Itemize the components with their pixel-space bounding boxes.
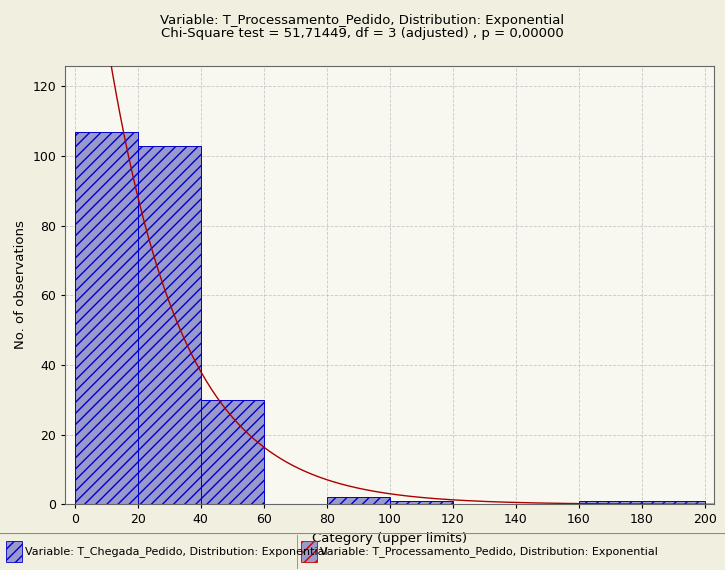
Bar xyxy=(579,501,642,504)
Bar xyxy=(390,501,452,504)
Text: Variable: T_Processamento_Pedido, Distribution: Exponential: Variable: T_Processamento_Pedido, Distri… xyxy=(320,546,658,557)
Bar xyxy=(6,542,22,562)
Y-axis label: No. of observations: No. of observations xyxy=(14,221,27,349)
Bar xyxy=(201,400,264,504)
Text: Variable: T_Chegada_Pedido, Distribution: Exponential: Variable: T_Chegada_Pedido, Distribution… xyxy=(25,546,327,557)
Text: Variable: T_Processamento_Pedido, Distribution: Exponential: Variable: T_Processamento_Pedido, Distri… xyxy=(160,14,565,27)
Bar xyxy=(138,146,201,504)
X-axis label: Category (upper limits): Category (upper limits) xyxy=(312,532,467,545)
Bar xyxy=(301,542,317,562)
Bar xyxy=(327,498,390,504)
Bar xyxy=(75,132,138,504)
Bar xyxy=(642,501,705,504)
Text: Chi-Square test = 51,71449, df = 3 (adjusted) , p = 0,00000: Chi-Square test = 51,71449, df = 3 (adju… xyxy=(161,27,564,40)
